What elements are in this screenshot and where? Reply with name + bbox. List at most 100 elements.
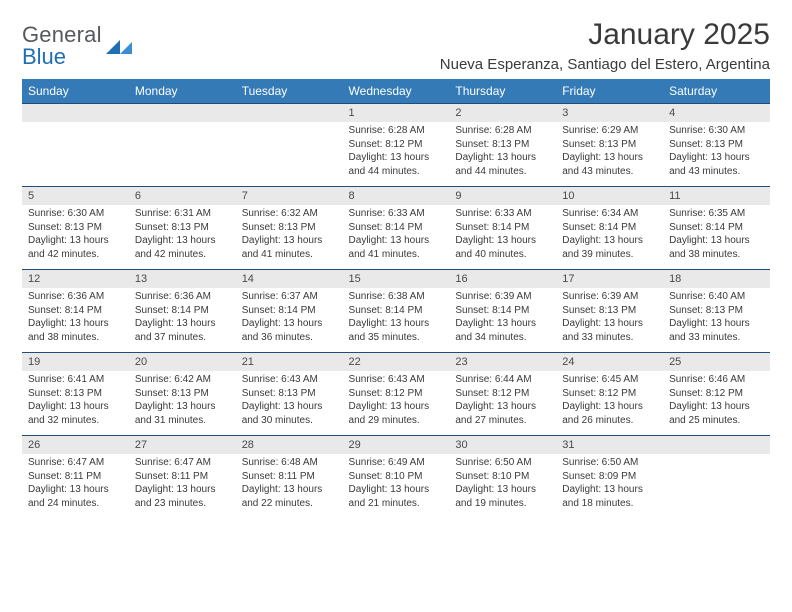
date-cell: 7	[236, 187, 343, 206]
sunrise-text: Sunrise: 6:32 AM	[242, 207, 337, 221]
day-header: Wednesday	[343, 79, 450, 104]
sunset-text: Sunset: 8:13 PM	[28, 387, 123, 401]
date-cell: 21	[236, 353, 343, 372]
sunset-text: Sunset: 8:14 PM	[455, 221, 550, 235]
daylight-text-2: and 44 minutes.	[455, 165, 550, 179]
info-row: Sunrise: 6:30 AMSunset: 8:13 PMDaylight:…	[22, 205, 770, 270]
daylight-text: Daylight: 13 hours	[669, 151, 764, 165]
sun-info-cell: Sunrise: 6:41 AMSunset: 8:13 PMDaylight:…	[22, 371, 129, 436]
sunset-text: Sunset: 8:13 PM	[455, 138, 550, 152]
sunrise-text: Sunrise: 6:39 AM	[562, 290, 657, 304]
daylight-text: Daylight: 13 hours	[669, 317, 764, 331]
sunrise-text: Sunrise: 6:37 AM	[242, 290, 337, 304]
daylight-text: Daylight: 13 hours	[135, 317, 230, 331]
calendar-body: 1234Sunrise: 6:28 AMSunset: 8:12 PMDayli…	[22, 104, 770, 519]
sun-info-cell: Sunrise: 6:50 AMSunset: 8:10 PMDaylight:…	[449, 454, 556, 518]
sunrise-text: Sunrise: 6:28 AM	[349, 124, 444, 138]
daylight-text-2: and 43 minutes.	[562, 165, 657, 179]
sun-info-cell	[236, 122, 343, 187]
sunset-text: Sunset: 8:11 PM	[135, 470, 230, 484]
sun-info-cell: Sunrise: 6:46 AMSunset: 8:12 PMDaylight:…	[663, 371, 770, 436]
date-cell: 31	[556, 436, 663, 455]
sunset-text: Sunset: 8:14 PM	[562, 221, 657, 235]
sunrise-text: Sunrise: 6:35 AM	[669, 207, 764, 221]
sunrise-text: Sunrise: 6:43 AM	[349, 373, 444, 387]
daylight-text-2: and 33 minutes.	[669, 331, 764, 345]
sunset-text: Sunset: 8:12 PM	[349, 138, 444, 152]
daylight-text-2: and 42 minutes.	[135, 248, 230, 262]
daylight-text-2: and 19 minutes.	[455, 497, 550, 511]
daylight-text: Daylight: 13 hours	[135, 483, 230, 497]
sunrise-text: Sunrise: 6:31 AM	[135, 207, 230, 221]
daylight-text-2: and 26 minutes.	[562, 414, 657, 428]
date-cell: 18	[663, 270, 770, 289]
daylight-text-2: and 43 minutes.	[669, 165, 764, 179]
sun-info-cell: Sunrise: 6:40 AMSunset: 8:13 PMDaylight:…	[663, 288, 770, 353]
daylight-text-2: and 42 minutes.	[28, 248, 123, 262]
sun-info-cell: Sunrise: 6:36 AMSunset: 8:14 PMDaylight:…	[129, 288, 236, 353]
daylight-text: Daylight: 13 hours	[28, 400, 123, 414]
sunrise-text: Sunrise: 6:30 AM	[669, 124, 764, 138]
sun-info-cell: Sunrise: 6:37 AMSunset: 8:14 PMDaylight:…	[236, 288, 343, 353]
sun-info-cell: Sunrise: 6:47 AMSunset: 8:11 PMDaylight:…	[22, 454, 129, 518]
sun-info-cell: Sunrise: 6:33 AMSunset: 8:14 PMDaylight:…	[449, 205, 556, 270]
calendar-page: { "brand": { "name_top": "General", "nam…	[0, 0, 792, 612]
sun-info-cell: Sunrise: 6:36 AMSunset: 8:14 PMDaylight:…	[22, 288, 129, 353]
daylight-text-2: and 34 minutes.	[455, 331, 550, 345]
daylight-text: Daylight: 13 hours	[28, 317, 123, 331]
date-cell: 6	[129, 187, 236, 206]
sun-info-cell: Sunrise: 6:33 AMSunset: 8:14 PMDaylight:…	[343, 205, 450, 270]
sunset-text: Sunset: 8:13 PM	[669, 304, 764, 318]
daylight-text: Daylight: 13 hours	[28, 483, 123, 497]
daylight-text-2: and 40 minutes.	[455, 248, 550, 262]
sun-info-cell: Sunrise: 6:35 AMSunset: 8:14 PMDaylight:…	[663, 205, 770, 270]
sun-info-cell: Sunrise: 6:39 AMSunset: 8:13 PMDaylight:…	[556, 288, 663, 353]
sunset-text: Sunset: 8:12 PM	[562, 387, 657, 401]
date-cell: 28	[236, 436, 343, 455]
info-row: Sunrise: 6:36 AMSunset: 8:14 PMDaylight:…	[22, 288, 770, 353]
daylight-text-2: and 27 minutes.	[455, 414, 550, 428]
sunset-text: Sunset: 8:13 PM	[135, 387, 230, 401]
sunrise-text: Sunrise: 6:46 AM	[669, 373, 764, 387]
brand-text: General Blue	[22, 22, 102, 70]
date-cell: 22	[343, 353, 450, 372]
day-header: Saturday	[663, 79, 770, 104]
daylight-text: Daylight: 13 hours	[562, 400, 657, 414]
date-cell: 19	[22, 353, 129, 372]
daylight-text: Daylight: 13 hours	[349, 234, 444, 248]
date-cell: 14	[236, 270, 343, 289]
daylight-text: Daylight: 13 hours	[349, 400, 444, 414]
sunset-text: Sunset: 8:13 PM	[562, 138, 657, 152]
sun-info-cell: Sunrise: 6:29 AMSunset: 8:13 PMDaylight:…	[556, 122, 663, 187]
date-cell: 9	[449, 187, 556, 206]
sunset-text: Sunset: 8:12 PM	[455, 387, 550, 401]
daylight-text-2: and 31 minutes.	[135, 414, 230, 428]
daylight-text: Daylight: 13 hours	[349, 483, 444, 497]
daylight-text: Daylight: 13 hours	[562, 483, 657, 497]
calendar-table: Sunday Monday Tuesday Wednesday Thursday…	[22, 79, 770, 518]
date-cell	[663, 436, 770, 455]
daylight-text: Daylight: 13 hours	[349, 317, 444, 331]
day-header: Friday	[556, 79, 663, 104]
title-block: January 2025 Nueva Esperanza, Santiago d…	[440, 18, 770, 73]
sun-info-cell: Sunrise: 6:44 AMSunset: 8:12 PMDaylight:…	[449, 371, 556, 436]
sun-info-cell: Sunrise: 6:47 AMSunset: 8:11 PMDaylight:…	[129, 454, 236, 518]
daylight-text-2: and 35 minutes.	[349, 331, 444, 345]
sunset-text: Sunset: 8:10 PM	[455, 470, 550, 484]
daylight-text-2: and 44 minutes.	[349, 165, 444, 179]
daylight-text-2: and 29 minutes.	[349, 414, 444, 428]
sunset-text: Sunset: 8:14 PM	[669, 221, 764, 235]
date-cell: 20	[129, 353, 236, 372]
date-cell	[22, 104, 129, 123]
sunset-text: Sunset: 8:09 PM	[562, 470, 657, 484]
date-row: 262728293031	[22, 436, 770, 455]
daylight-text: Daylight: 13 hours	[135, 400, 230, 414]
brand-name-bottom: Blue	[22, 44, 102, 70]
daylight-text: Daylight: 13 hours	[455, 151, 550, 165]
sunset-text: Sunset: 8:13 PM	[28, 221, 123, 235]
date-cell: 4	[663, 104, 770, 123]
sunset-text: Sunset: 8:14 PM	[349, 304, 444, 318]
sunrise-text: Sunrise: 6:29 AM	[562, 124, 657, 138]
daylight-text: Daylight: 13 hours	[669, 234, 764, 248]
date-cell: 12	[22, 270, 129, 289]
